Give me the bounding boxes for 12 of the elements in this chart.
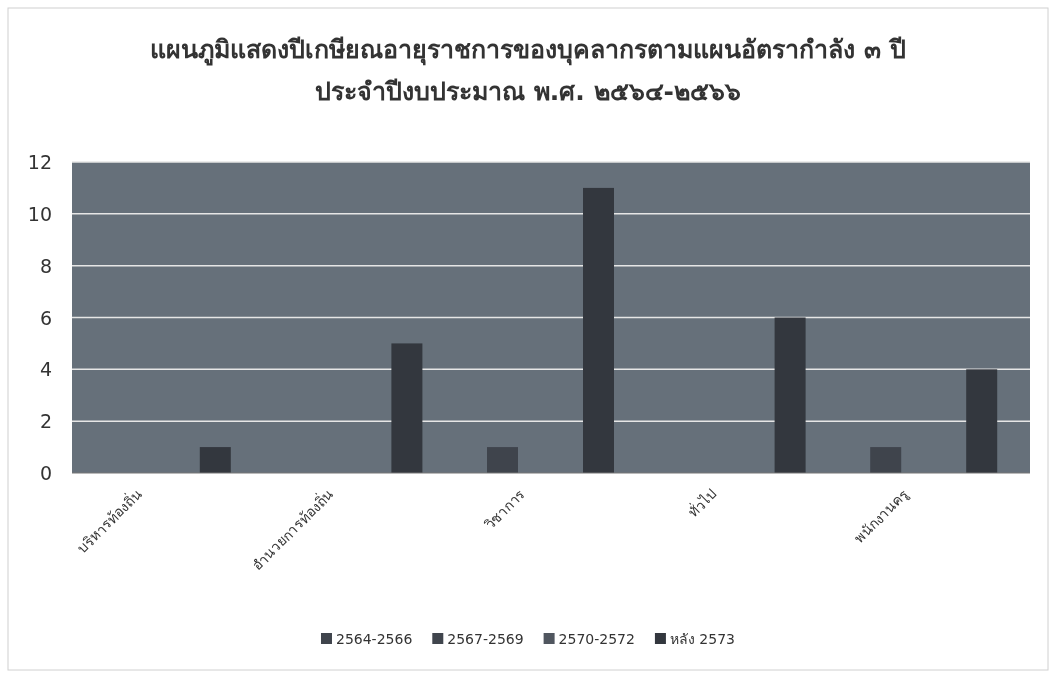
y-tick-label: 12 <box>27 151 52 173</box>
legend-label: 2570-2572 <box>558 631 635 647</box>
y-tick-label: 2 <box>39 410 52 433</box>
y-tick-label: 10 <box>27 202 52 225</box>
legend-label: 2564-2566 <box>335 631 413 647</box>
y-tick-label: 0 <box>39 462 52 484</box>
y-tick-label: 6 <box>39 306 52 329</box>
y-tick-label: 8 <box>39 254 52 277</box>
legend-label: หลัง 2573 <box>669 631 736 647</box>
legend-label: 2567-2569 <box>447 631 524 647</box>
title: แผนภูมิแสดงปีเกษียณอายุราชการของบุคลากรตามแผนอัตรากำลัง ๓ ปี ประจำปีงบประมาณ พ.ศ. ๒๕๖๔-๒๕๖๖ <box>150 35 906 106</box>
y-tick-label: 4 <box>39 358 52 381</box>
